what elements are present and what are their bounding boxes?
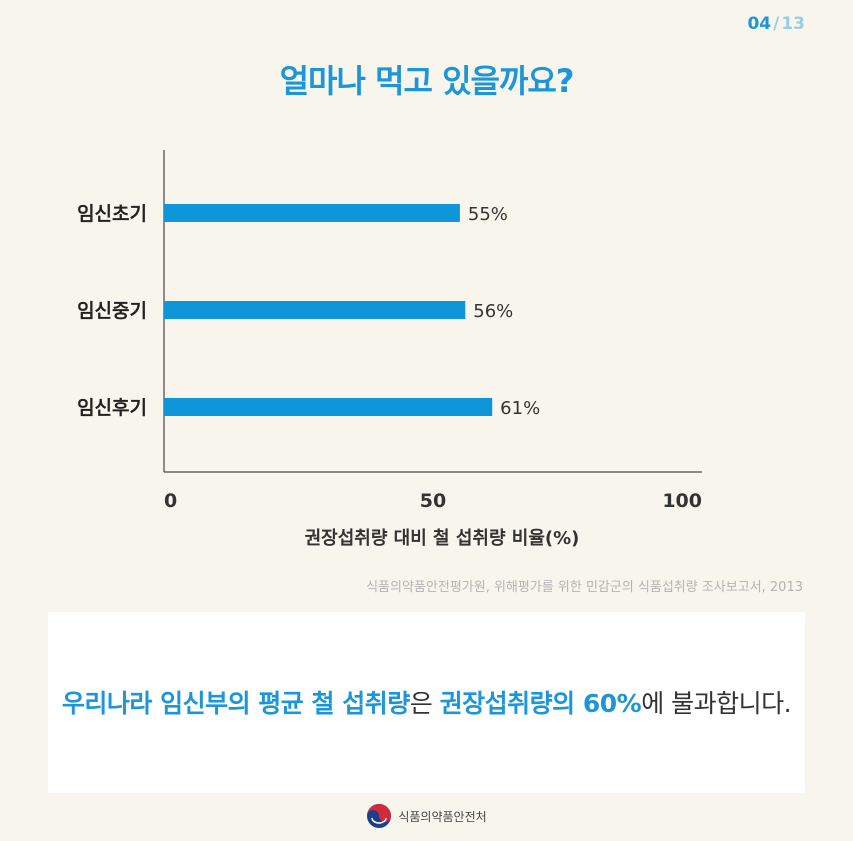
bar bbox=[164, 398, 493, 416]
bar-chart: 임신초기 55% 임신중기 56% 임신후기 61% 0 50 100 권장섭취량 대비 철 섭취… bbox=[77, 150, 702, 549]
x-tick-label: 0 bbox=[164, 490, 177, 512]
message-highlight-2: 권장섭취량의 60% bbox=[439, 689, 642, 718]
x-tick-label: 100 bbox=[662, 490, 702, 512]
bar bbox=[164, 301, 466, 319]
bar bbox=[164, 204, 460, 222]
message-text-2: 에 불과합니다. bbox=[641, 689, 792, 718]
footer: 식품의약품안전처 bbox=[0, 803, 853, 829]
x-tick-label: 50 bbox=[420, 490, 446, 512]
footer-org-name: 식품의약품안전처 bbox=[398, 809, 487, 824]
data-label: 61% bbox=[500, 398, 540, 419]
message-highlight-1: 우리나라 임신부의 평균 철 섭취량 bbox=[61, 689, 410, 718]
key-message: 우리나라 임신부의 평균 철 섭취량은 권장섭취량의 60%에 불과합니다. bbox=[48, 684, 805, 720]
page-separator: / bbox=[773, 14, 780, 34]
page-indicator: 04/13 bbox=[747, 14, 805, 34]
x-axis-label: 권장섭취량 대비 철 섭취량 비율(%) bbox=[305, 528, 580, 549]
taegeuk-icon bbox=[367, 804, 392, 828]
data-label: 56% bbox=[473, 301, 513, 322]
current-page: 04 bbox=[747, 14, 772, 34]
category-label: 임신후기 bbox=[77, 397, 147, 419]
data-label: 55% bbox=[468, 204, 508, 225]
page-title: 얼마나 먹고 있을까요? bbox=[279, 62, 575, 100]
source-citation: 식품의약품안전평가원, 위해평가를 위한 민감군의 식품섭취량 조사보고서, 2… bbox=[366, 580, 803, 595]
category-label: 임신초기 bbox=[77, 203, 147, 225]
total-pages: 13 bbox=[781, 14, 805, 34]
message-text-1: 은 bbox=[409, 689, 440, 718]
message-box: 우리나라 임신부의 평균 철 섭취량은 권장섭취량의 60%에 불과합니다. bbox=[48, 612, 805, 793]
category-label: 임신중기 bbox=[77, 300, 147, 322]
